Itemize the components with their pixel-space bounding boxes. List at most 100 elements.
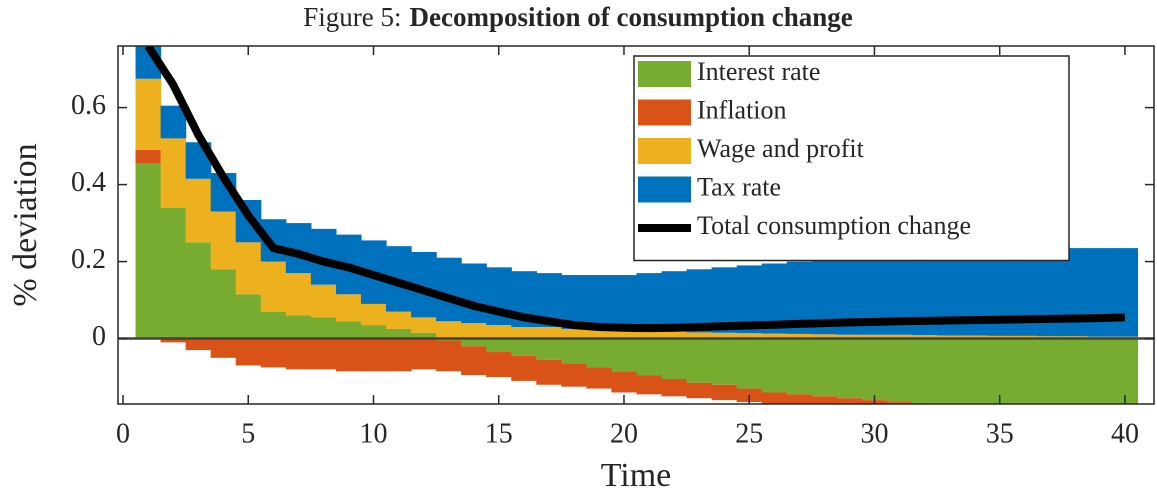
bar-segment bbox=[1037, 250, 1063, 337]
legend-swatch bbox=[638, 176, 691, 203]
bar-segment bbox=[511, 355, 537, 381]
legend-box bbox=[633, 55, 1070, 262]
bar-segment bbox=[586, 275, 613, 329]
bar-segment bbox=[586, 367, 613, 389]
bar-segment bbox=[886, 402, 913, 404]
bar-segment bbox=[686, 338, 713, 383]
bar-segment bbox=[310, 284, 337, 318]
bar-segment bbox=[811, 338, 838, 397]
bar-segment bbox=[987, 338, 1013, 404]
x-tick-label: 25 bbox=[735, 418, 763, 449]
bar-segment bbox=[711, 332, 738, 339]
bar-segment bbox=[1112, 338, 1139, 404]
legend-label: Wage and profit bbox=[697, 134, 865, 163]
bar-segment bbox=[461, 323, 487, 339]
bar-segment bbox=[761, 338, 788, 393]
x-tick-label: 40 bbox=[1111, 418, 1139, 449]
bar-segment bbox=[411, 332, 437, 339]
legend-label: Inflation bbox=[697, 95, 787, 124]
bar-segment bbox=[436, 321, 462, 339]
bar-segment bbox=[561, 338, 588, 364]
bar-segment bbox=[561, 328, 588, 339]
bar-segment bbox=[711, 338, 738, 385]
bar-segment bbox=[561, 363, 588, 387]
y-axis-label: % deviation bbox=[7, 143, 44, 306]
bar-segment bbox=[912, 338, 938, 404]
bar-segment bbox=[335, 294, 362, 322]
bar-segment bbox=[160, 105, 187, 139]
bar-segment bbox=[185, 338, 212, 351]
bar-segment bbox=[636, 273, 663, 331]
bar-segment bbox=[1062, 248, 1088, 337]
bar-segment bbox=[235, 242, 262, 295]
bar-segment bbox=[611, 338, 638, 372]
bar-segment bbox=[386, 328, 412, 339]
bar-segment bbox=[386, 311, 412, 329]
bar-segment bbox=[987, 410, 1013, 418]
y-tick-label: 0.4 bbox=[71, 167, 106, 198]
plot-area bbox=[118, 46, 1155, 422]
bar-segment bbox=[486, 352, 512, 378]
bar-segment bbox=[661, 331, 688, 339]
bar-segment bbox=[586, 338, 613, 368]
bar-segment bbox=[1062, 338, 1088, 404]
total-line bbox=[144, 46, 1126, 333]
bar-segment bbox=[285, 315, 312, 339]
bar-segment bbox=[486, 338, 512, 353]
bar-segment bbox=[235, 294, 262, 339]
bar-segment bbox=[511, 338, 537, 356]
bar-segment bbox=[661, 271, 688, 332]
bar-segment bbox=[686, 332, 713, 339]
y-tick-label: 0.6 bbox=[71, 90, 106, 121]
bar-segment bbox=[1012, 335, 1038, 339]
bar-segment bbox=[260, 261, 287, 312]
chart-title: Figure 5: Decomposition of consumption ch… bbox=[303, 2, 853, 32]
bar-segment bbox=[736, 338, 763, 389]
legend: Interest rate Inflation Wage and profit Tax… bbox=[633, 55, 1070, 262]
bar-segment bbox=[436, 257, 462, 322]
title-text: Decomposition of consumption change bbox=[409, 2, 852, 32]
bar-segment bbox=[310, 317, 337, 339]
bar-segment bbox=[536, 338, 562, 360]
bar-segment bbox=[511, 327, 537, 339]
axes-box bbox=[117, 45, 1155, 405]
bar-segment bbox=[335, 321, 362, 339]
legend-swatch bbox=[638, 99, 691, 126]
bar-segment bbox=[1062, 414, 1088, 422]
bar-segment bbox=[210, 211, 237, 270]
bar-segment bbox=[636, 375, 663, 395]
bar-segment bbox=[761, 333, 788, 339]
bar-segment bbox=[611, 275, 638, 331]
bar-segment bbox=[836, 334, 863, 339]
bar-segment bbox=[586, 328, 613, 339]
bar-segment bbox=[411, 338, 437, 370]
legend-label: Tax rate bbox=[697, 172, 781, 201]
bar-segment bbox=[962, 408, 988, 416]
bar-segment bbox=[636, 330, 663, 339]
bar-segment bbox=[811, 334, 838, 339]
legend-swatch bbox=[638, 138, 691, 164]
bar-segment bbox=[260, 311, 287, 339]
bar-segment bbox=[160, 138, 187, 208]
bar-segment bbox=[536, 359, 562, 385]
bar-segment bbox=[661, 338, 688, 379]
bar-segment bbox=[1037, 338, 1063, 404]
bar-segment bbox=[360, 338, 387, 372]
bar-segment bbox=[135, 78, 162, 150]
bar-segment bbox=[185, 178, 212, 243]
bar-segment bbox=[912, 404, 938, 412]
bar-segment bbox=[711, 384, 738, 401]
bar-segment bbox=[661, 378, 688, 397]
legend-label: Interest rate bbox=[697, 57, 820, 86]
bar-segment bbox=[1112, 248, 1139, 337]
x-axis-label: Time bbox=[601, 457, 672, 494]
bar-segment bbox=[285, 338, 312, 370]
legend-label: Total consumption change bbox=[697, 211, 971, 240]
bar-segment bbox=[135, 149, 162, 164]
x-tick-label: 35 bbox=[986, 418, 1014, 449]
x-tick-label: 10 bbox=[359, 418, 387, 449]
bar-segment bbox=[861, 338, 888, 401]
bar-segment bbox=[486, 325, 512, 339]
